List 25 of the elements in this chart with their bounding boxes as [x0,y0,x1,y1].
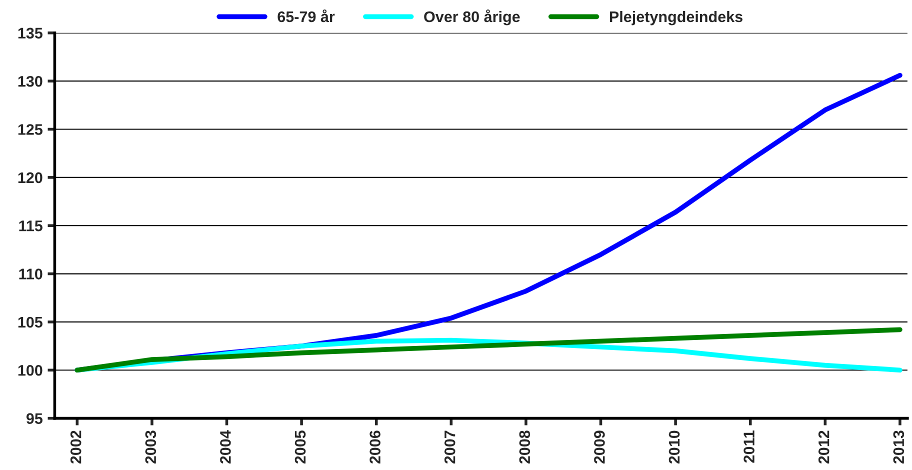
y-tick-label: 95 [26,413,42,424]
x-tick-label: 2006 [370,430,380,464]
y-tick-label: 110 [19,268,42,280]
legend-label: 65-79 år [278,9,335,22]
y-tick-label: 130 [18,76,42,87]
y-tick-label: 100 [18,364,42,376]
x-tick-label: 2010 [668,430,680,464]
x-tick-label: 2009 [594,430,605,464]
y-tick-label: 125 [18,124,42,135]
x-tick-label: 2004 [220,430,231,464]
legend-label: Plejetyngdeindeks [610,10,742,26]
x-tick-label: 2008 [519,430,530,464]
y-tick-label: 105 [18,316,42,328]
y-tick-label: 120 [18,172,42,184]
x-tick-label: 2012 [818,430,830,464]
x-tick-label: 2011 [744,430,754,463]
x-tick-label: 2002 [70,430,82,464]
x-tick-label: 2007 [444,430,456,464]
x-tick-label: 2003 [145,430,156,464]
legend-label: Over 80 årige [424,9,520,26]
x-tick-label: 2005 [294,430,306,464]
x-tick-label: 2013 [893,430,904,464]
y-tick-label: 115 [19,220,42,232]
line-series [74,327,902,373]
y-tick-label: 135 [18,28,42,39]
